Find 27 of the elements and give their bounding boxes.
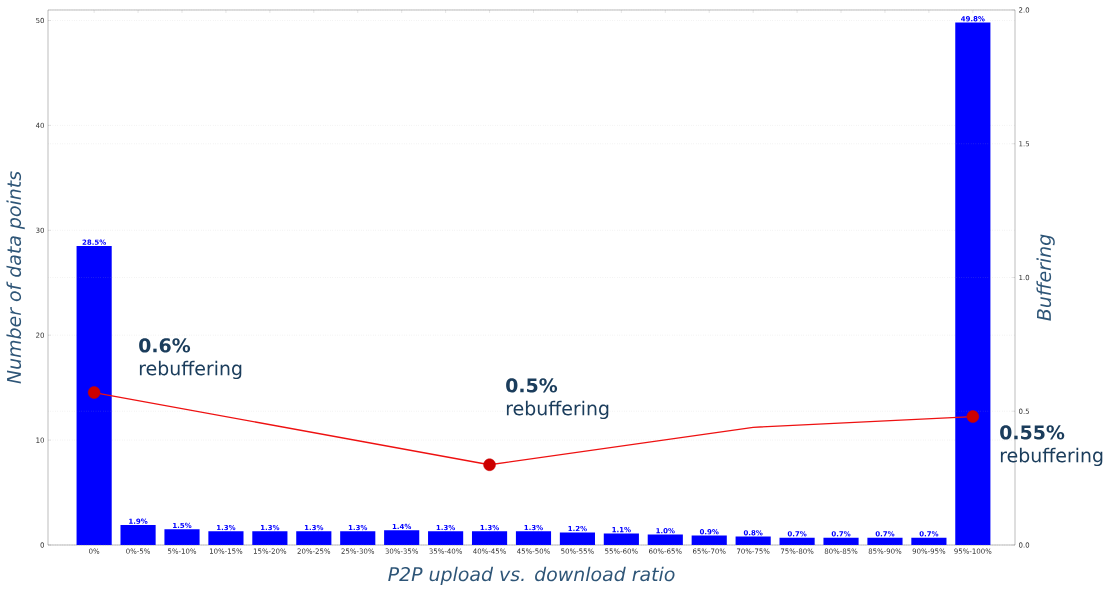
bar [867, 537, 903, 545]
bar [120, 525, 156, 545]
bar [559, 532, 595, 545]
y2-axis-title: Buffering [1036, 234, 1055, 321]
bar [296, 531, 332, 545]
bar [384, 530, 420, 545]
bar [340, 531, 376, 545]
bar [735, 536, 771, 545]
y-axis-title: Number of data points [6, 171, 25, 384]
bar [603, 533, 639, 545]
bar [911, 537, 947, 545]
bar [471, 531, 508, 545]
bar [691, 535, 727, 545]
annotation: 0.5% rebuffering [506, 378, 609, 420]
bar [428, 531, 464, 545]
bar [823, 537, 859, 545]
bar [955, 22, 991, 545]
bar [647, 534, 683, 545]
bar [515, 531, 552, 545]
bar [164, 529, 200, 545]
bar [208, 531, 244, 545]
x-axis-title: P2P upload vs. download ratio [388, 566, 675, 585]
annotation: 0.55% rebuffering [1000, 425, 1103, 467]
annotation: 0.6% rebuffering [139, 338, 242, 380]
bar [252, 531, 288, 545]
bar [76, 246, 112, 545]
bar [779, 537, 815, 545]
